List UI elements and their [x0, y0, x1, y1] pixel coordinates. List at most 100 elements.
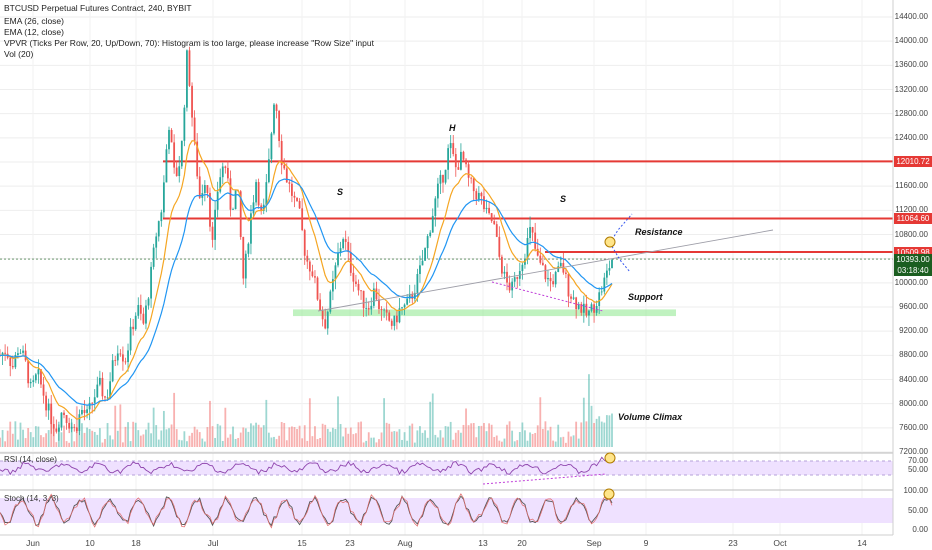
volume-bar: [526, 440, 529, 447]
candle-body: [278, 110, 281, 141]
candle-body: [306, 255, 309, 262]
candle-body: [600, 291, 603, 293]
candle-body: [209, 192, 211, 227]
indicator-ema12[interactable]: EMA (12, close): [4, 27, 64, 37]
candle-body: [347, 241, 350, 253]
volume-bar: [165, 429, 168, 447]
rsi-label[interactable]: RSI (14, close): [4, 455, 57, 464]
volume-bar: [600, 421, 603, 447]
volume-bar: [40, 435, 42, 447]
candle-body: [116, 353, 119, 361]
stoch-label[interactable]: Stoch (14, 3, 3): [4, 494, 59, 503]
volume-bar: [370, 437, 373, 447]
candle-body: [536, 248, 539, 256]
volume-bar: [237, 438, 240, 447]
volume-bar: [34, 426, 37, 447]
volume-bar: [288, 427, 291, 447]
candle-body: [226, 167, 229, 179]
volume-bar: [452, 439, 455, 447]
volume-bar: [78, 431, 81, 447]
volume-bar: [311, 436, 314, 447]
candle-body: [239, 191, 242, 238]
candle-body: [234, 190, 237, 210]
volume-bar: [17, 439, 19, 447]
volume-bar: [173, 392, 176, 447]
volume-bar: [278, 435, 281, 447]
candle-body: [408, 293, 411, 299]
volume-bar: [22, 429, 24, 447]
candle-body: [178, 166, 181, 177]
candle-body: [22, 350, 24, 353]
candle-body: [552, 281, 555, 285]
candle-body: [436, 183, 439, 199]
volume-bar: [344, 427, 347, 447]
volume-bar: [188, 435, 191, 447]
volume-bar: [291, 426, 293, 447]
volume-bar: [508, 421, 511, 447]
volume-bar: [308, 398, 311, 447]
chart-annotation: S: [560, 194, 567, 204]
volume-bar: [298, 425, 301, 447]
candle-body: [390, 320, 393, 326]
candle-body: [244, 253, 247, 279]
time-tick-label: Oct: [773, 538, 787, 548]
volume-bar: [203, 441, 206, 447]
candle-body: [32, 380, 35, 383]
candle-body: [111, 360, 114, 382]
volume-bar: [170, 424, 173, 447]
indicator-ema26[interactable]: EMA (26, close): [4, 16, 64, 26]
candle-body: [355, 281, 357, 284]
volume-bar: [485, 431, 488, 447]
candle-body: [11, 365, 14, 368]
candle-body: [17, 353, 19, 355]
candle-body: [344, 239, 347, 242]
candle-body: [65, 415, 68, 423]
indicator-vol[interactable]: Vol (20): [4, 49, 34, 59]
volume-bar: [457, 430, 460, 447]
candle-body: [321, 310, 324, 320]
volume-bar: [603, 422, 606, 447]
volume-bar: [19, 422, 22, 447]
volume-bar: [605, 415, 608, 447]
volume-bar: [160, 430, 163, 447]
volume-bar: [96, 434, 99, 447]
volume-bar: [152, 407, 155, 447]
candle-body: [45, 395, 47, 411]
volume-bar: [334, 428, 337, 447]
candle-body: [608, 268, 611, 271]
candle-body: [331, 279, 334, 292]
volume-bar: [124, 426, 127, 447]
volume-bar: [595, 418, 598, 447]
volume-bar: [582, 397, 585, 447]
indicator-vpvr[interactable]: VPVR (Ticks Per Row, 20, Up/Down, 70): H…: [4, 38, 374, 48]
candle-body: [378, 299, 380, 310]
volume-bar: [24, 438, 27, 447]
volume-bar: [360, 421, 362, 447]
volume-bar: [162, 410, 165, 447]
trendlines: [317, 213, 774, 312]
candle-body: [147, 298, 150, 306]
candle-body: [365, 308, 368, 309]
pane-tick-label: 50.00: [907, 465, 928, 474]
candle-body: [267, 159, 270, 183]
volume-bar: [127, 422, 129, 447]
candle-body: [385, 309, 388, 313]
volume-bar: [347, 433, 350, 447]
pane-tick-label: 70.00: [907, 456, 928, 465]
volume-bar: [539, 397, 542, 447]
candle-body: [86, 409, 88, 413]
candle-body: [339, 248, 342, 253]
candle-body: [78, 414, 81, 432]
rsi-pane: [0, 452, 893, 485]
candle-body: [590, 304, 593, 311]
resistance-lines: [0, 160, 893, 260]
candle-body: [150, 266, 152, 299]
volume-bar: [98, 428, 101, 447]
volume-bar: [129, 441, 132, 447]
candle-body: [434, 198, 437, 216]
candle-body: [308, 261, 311, 272]
candle-body: [104, 396, 106, 398]
time-tick-label: Sep: [586, 538, 602, 548]
candle-body: [472, 178, 475, 192]
